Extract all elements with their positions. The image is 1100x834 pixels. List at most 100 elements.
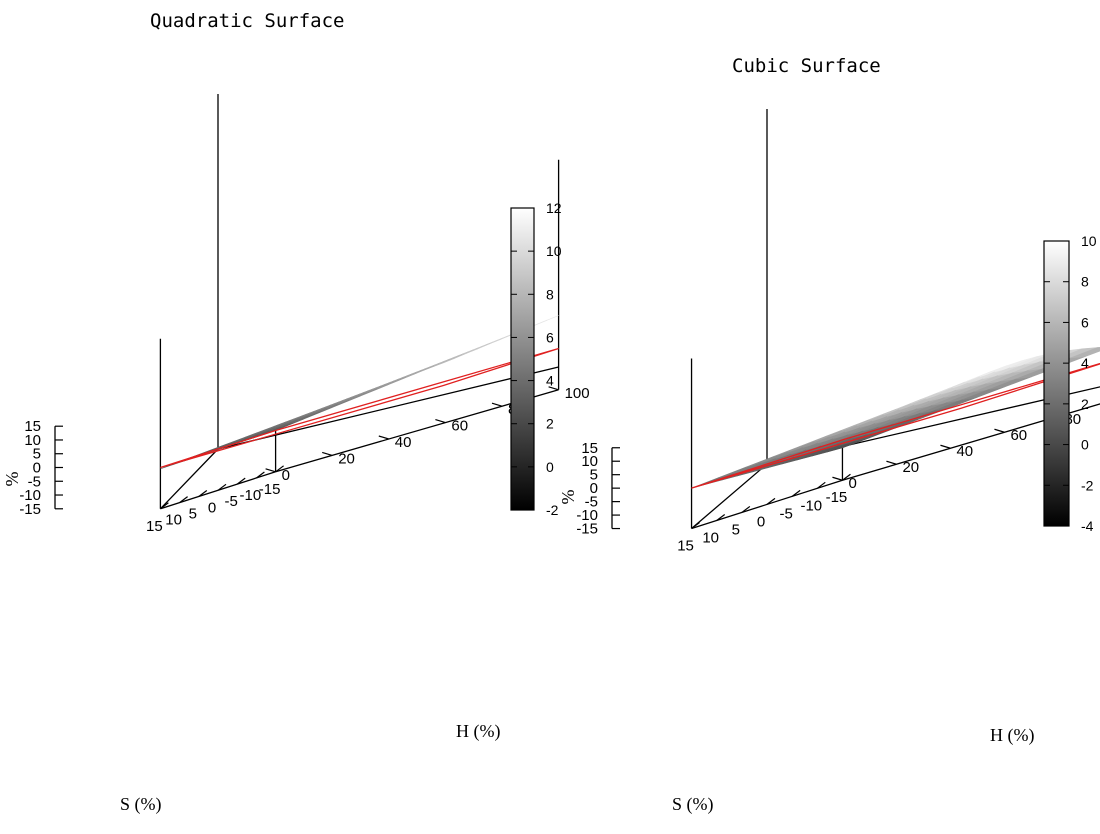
z-tick-label: -5: [28, 473, 41, 490]
x-tick-mark: [256, 471, 265, 479]
y-tick-label: 60: [451, 418, 468, 435]
x-tick-label: -10: [800, 497, 822, 514]
x-tick-label: -5: [779, 505, 792, 522]
y-tick-mark: [322, 451, 333, 456]
z-tick-label: -10: [19, 487, 41, 504]
x-axis-label: S (%): [120, 794, 162, 815]
z-tick-label: 5: [590, 467, 598, 484]
colorbar-tick-label: 8: [546, 286, 554, 302]
x-tick-mark: [741, 505, 751, 513]
y-tick-label: 20: [338, 450, 355, 467]
colorbar-tick-label: 6: [1081, 314, 1089, 330]
x-tick-mark: [716, 514, 726, 521]
x-tick-mark: [179, 496, 188, 504]
x-tick-label: -15: [826, 489, 848, 506]
y-tick-mark: [940, 444, 951, 449]
colorbar-tick-label: -2: [546, 502, 559, 518]
x-tick-label: 5: [189, 505, 197, 522]
z-tick-label: 0: [590, 480, 598, 497]
x-tick-label: 0: [208, 499, 216, 516]
y-axis: 020406080100H (%): [265, 385, 590, 742]
x-axis-label: S (%): [672, 794, 714, 815]
y-tick-mark: [994, 428, 1005, 433]
surface: [160, 315, 559, 470]
x-tick-label: 15: [677, 538, 694, 555]
chart-title: Cubic Surface: [732, 55, 881, 77]
x-tick-label: 0: [757, 513, 765, 530]
z-axis-label: %: [558, 490, 578, 505]
back-edge-line: [159, 448, 219, 510]
surface-patch: [1070, 347, 1100, 359]
x-tick-mark: [816, 481, 826, 489]
colorbar-tick-label: 2: [546, 416, 554, 432]
colorbar-tick-label: 0: [1081, 437, 1089, 453]
x-tick-label: -15: [259, 481, 281, 498]
reference-plane: [691, 362, 1100, 489]
z-axis-label: %: [2, 472, 22, 487]
y-tick-mark: [435, 419, 446, 424]
x-tick-mark: [275, 465, 284, 473]
x-tick-mark: [766, 497, 776, 505]
y-tick-mark: [265, 468, 276, 473]
colorbar-tick-label: 8: [1081, 274, 1089, 290]
z-tick-label: -10: [576, 507, 598, 524]
x-tick-label: -10: [240, 487, 262, 504]
colorbar-tick-label: 10: [546, 243, 562, 259]
colorbar-tick-label: 2: [1081, 396, 1089, 412]
y-tick-mark: [491, 402, 503, 407]
z-tick-label: -15: [576, 521, 598, 538]
z-tick-label: 0: [33, 459, 41, 476]
chart-title: Quadratic Surface: [150, 10, 344, 32]
y-tick-mark: [832, 476, 843, 481]
x-tick-mark: [236, 477, 246, 485]
x-tick-label: 10: [702, 529, 719, 546]
x-tick-mark: [198, 489, 208, 497]
y-tick-label: 60: [1010, 427, 1027, 444]
y-tick-mark: [548, 386, 559, 391]
colorbar: 12 10 8 6 4 2 0 -2: [510, 200, 562, 518]
y-tick-label: 40: [956, 443, 973, 460]
z-tick-label: 15: [24, 418, 41, 435]
x-tick-mark: [842, 473, 851, 481]
z-tick-label: 10: [581, 453, 598, 470]
reference-plane: [160, 347, 559, 469]
back-edge-line: [691, 463, 768, 530]
z-tick-label: -15: [19, 501, 41, 518]
x-tick-mark: [691, 522, 700, 530]
x-tick-mark: [217, 483, 227, 491]
z-tick-label: -5: [585, 494, 598, 511]
y-tick-label: 40: [395, 434, 412, 451]
y-tick-label: 0: [848, 475, 856, 492]
colorbar-tick-label: 4: [1081, 355, 1089, 371]
y-tick-mark: [378, 435, 389, 440]
colorbar-tick-label: -4: [1081, 518, 1094, 534]
z-tick-label: 5: [33, 446, 41, 463]
x-tick-label: 10: [165, 512, 182, 529]
colorbar-scale: [510, 207, 535, 511]
y-tick-label: 0: [282, 467, 290, 484]
colorbar-tick-label: 10: [1081, 233, 1097, 249]
colorbar-tick-label: 6: [546, 329, 554, 345]
colorbar-scale: [1043, 240, 1070, 527]
y-tick-label: 20: [902, 459, 919, 476]
y-tick-label: 100: [565, 385, 590, 402]
y-tick-mark: [886, 460, 897, 465]
colorbar-tick-label: -2: [1081, 477, 1094, 493]
y-axis-label: H (%): [456, 721, 500, 742]
back-edge-line: [217, 366, 559, 450]
colorbar-tick-label: 12: [546, 200, 562, 216]
z-tick-label: 10: [24, 432, 41, 449]
x-tick-mark: [160, 502, 169, 510]
colorbar-tick-label: 0: [546, 459, 554, 475]
x-tick-label: 5: [732, 521, 740, 538]
x-tick-mark: [791, 489, 801, 497]
x-tick-label: 15: [146, 518, 163, 535]
colorbar-tick-label: 4: [546, 373, 554, 389]
